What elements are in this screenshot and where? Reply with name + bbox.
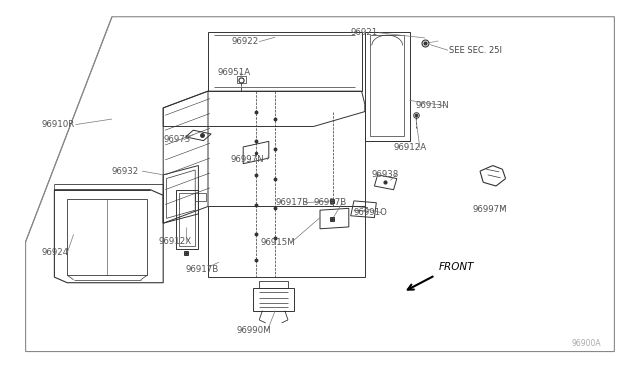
Text: 96913N: 96913N	[416, 101, 450, 110]
Text: 96912X: 96912X	[159, 237, 192, 246]
Text: 96917B: 96917B	[314, 198, 347, 207]
Text: 96990M: 96990M	[237, 326, 271, 335]
Text: 96922: 96922	[232, 37, 259, 46]
Text: 96997M: 96997M	[472, 205, 507, 214]
Text: 96973: 96973	[163, 135, 191, 144]
Text: 96991O: 96991O	[353, 208, 387, 217]
Text: 96932: 96932	[112, 167, 140, 176]
Text: 96997N: 96997N	[230, 155, 264, 164]
Text: 96912A: 96912A	[394, 143, 427, 152]
Text: 96910R: 96910R	[42, 120, 75, 129]
Text: 96938: 96938	[371, 170, 399, 179]
Text: FRONT: FRONT	[438, 262, 474, 272]
Text: SEE SEC. 25I: SEE SEC. 25I	[449, 46, 502, 55]
Text: 96924: 96924	[42, 248, 69, 257]
Text: 96951A: 96951A	[218, 68, 251, 77]
Text: 96917B: 96917B	[186, 265, 219, 274]
Text: 96915M: 96915M	[260, 238, 295, 247]
Text: 96921: 96921	[351, 28, 378, 37]
Text: 96900A: 96900A	[572, 339, 602, 348]
Text: 96917B: 96917B	[275, 198, 308, 207]
